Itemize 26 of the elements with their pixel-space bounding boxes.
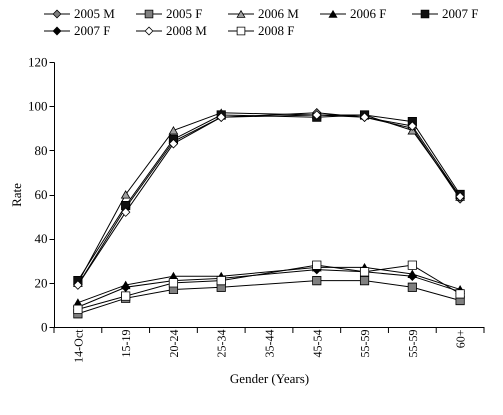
x-tick-label: 15-19 xyxy=(119,330,134,358)
y-axis-title: Rate xyxy=(9,182,24,207)
legend-label: 2008 M xyxy=(166,23,208,38)
y-tick-label: 0 xyxy=(41,320,48,334)
legend-label: 2006 M xyxy=(258,6,300,21)
y-tick-label: 100 xyxy=(28,98,48,114)
legend-label: 2007 F xyxy=(74,23,110,38)
x-tick-label: 55-59 xyxy=(406,330,420,358)
y-tick-label: 20 xyxy=(34,275,48,290)
legend-label: 2005 F xyxy=(166,6,202,21)
x-tick-label: 55-59 xyxy=(358,330,372,358)
x-tick-label: 20-24 xyxy=(166,330,181,358)
x-axis-title: Gender (Years) xyxy=(230,370,310,386)
y-tick-label: 40 xyxy=(34,231,48,246)
x-tick-label: 14-Oct xyxy=(71,328,86,363)
legend-label: 2006 F xyxy=(350,6,386,21)
legend-label: 2007 F xyxy=(442,6,478,21)
legend-label: 2008 F xyxy=(258,23,294,38)
y-tick-label: 80 xyxy=(34,142,48,158)
x-tick-label: 35-44 xyxy=(262,330,276,358)
y-tick-label: 120 xyxy=(28,54,48,70)
legend-label: 2005 M xyxy=(74,6,116,21)
x-tick-label: 25-34 xyxy=(214,330,229,358)
x-tick-label: 45-54 xyxy=(310,330,324,358)
y-tick-label: 60 xyxy=(34,187,48,202)
x-tick-label: 60+ xyxy=(454,329,468,348)
